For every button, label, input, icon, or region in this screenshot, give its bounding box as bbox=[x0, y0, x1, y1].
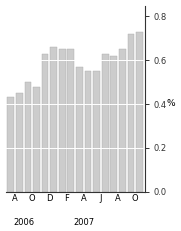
Bar bbox=[102, 54, 109, 191]
Bar bbox=[7, 97, 14, 191]
Text: 2006: 2006 bbox=[13, 218, 34, 227]
Text: 2007: 2007 bbox=[73, 218, 94, 227]
Bar bbox=[136, 32, 143, 191]
Bar bbox=[16, 93, 23, 191]
Bar bbox=[76, 67, 83, 191]
Bar bbox=[93, 71, 100, 191]
Y-axis label: %: % bbox=[167, 99, 175, 108]
Bar bbox=[42, 54, 48, 191]
Bar bbox=[128, 34, 134, 191]
Bar bbox=[85, 71, 91, 191]
Bar bbox=[110, 56, 117, 191]
Bar bbox=[59, 49, 66, 191]
Bar bbox=[119, 49, 126, 191]
Bar bbox=[68, 49, 74, 191]
Bar bbox=[25, 82, 31, 191]
Bar bbox=[50, 47, 57, 191]
Bar bbox=[33, 87, 40, 191]
